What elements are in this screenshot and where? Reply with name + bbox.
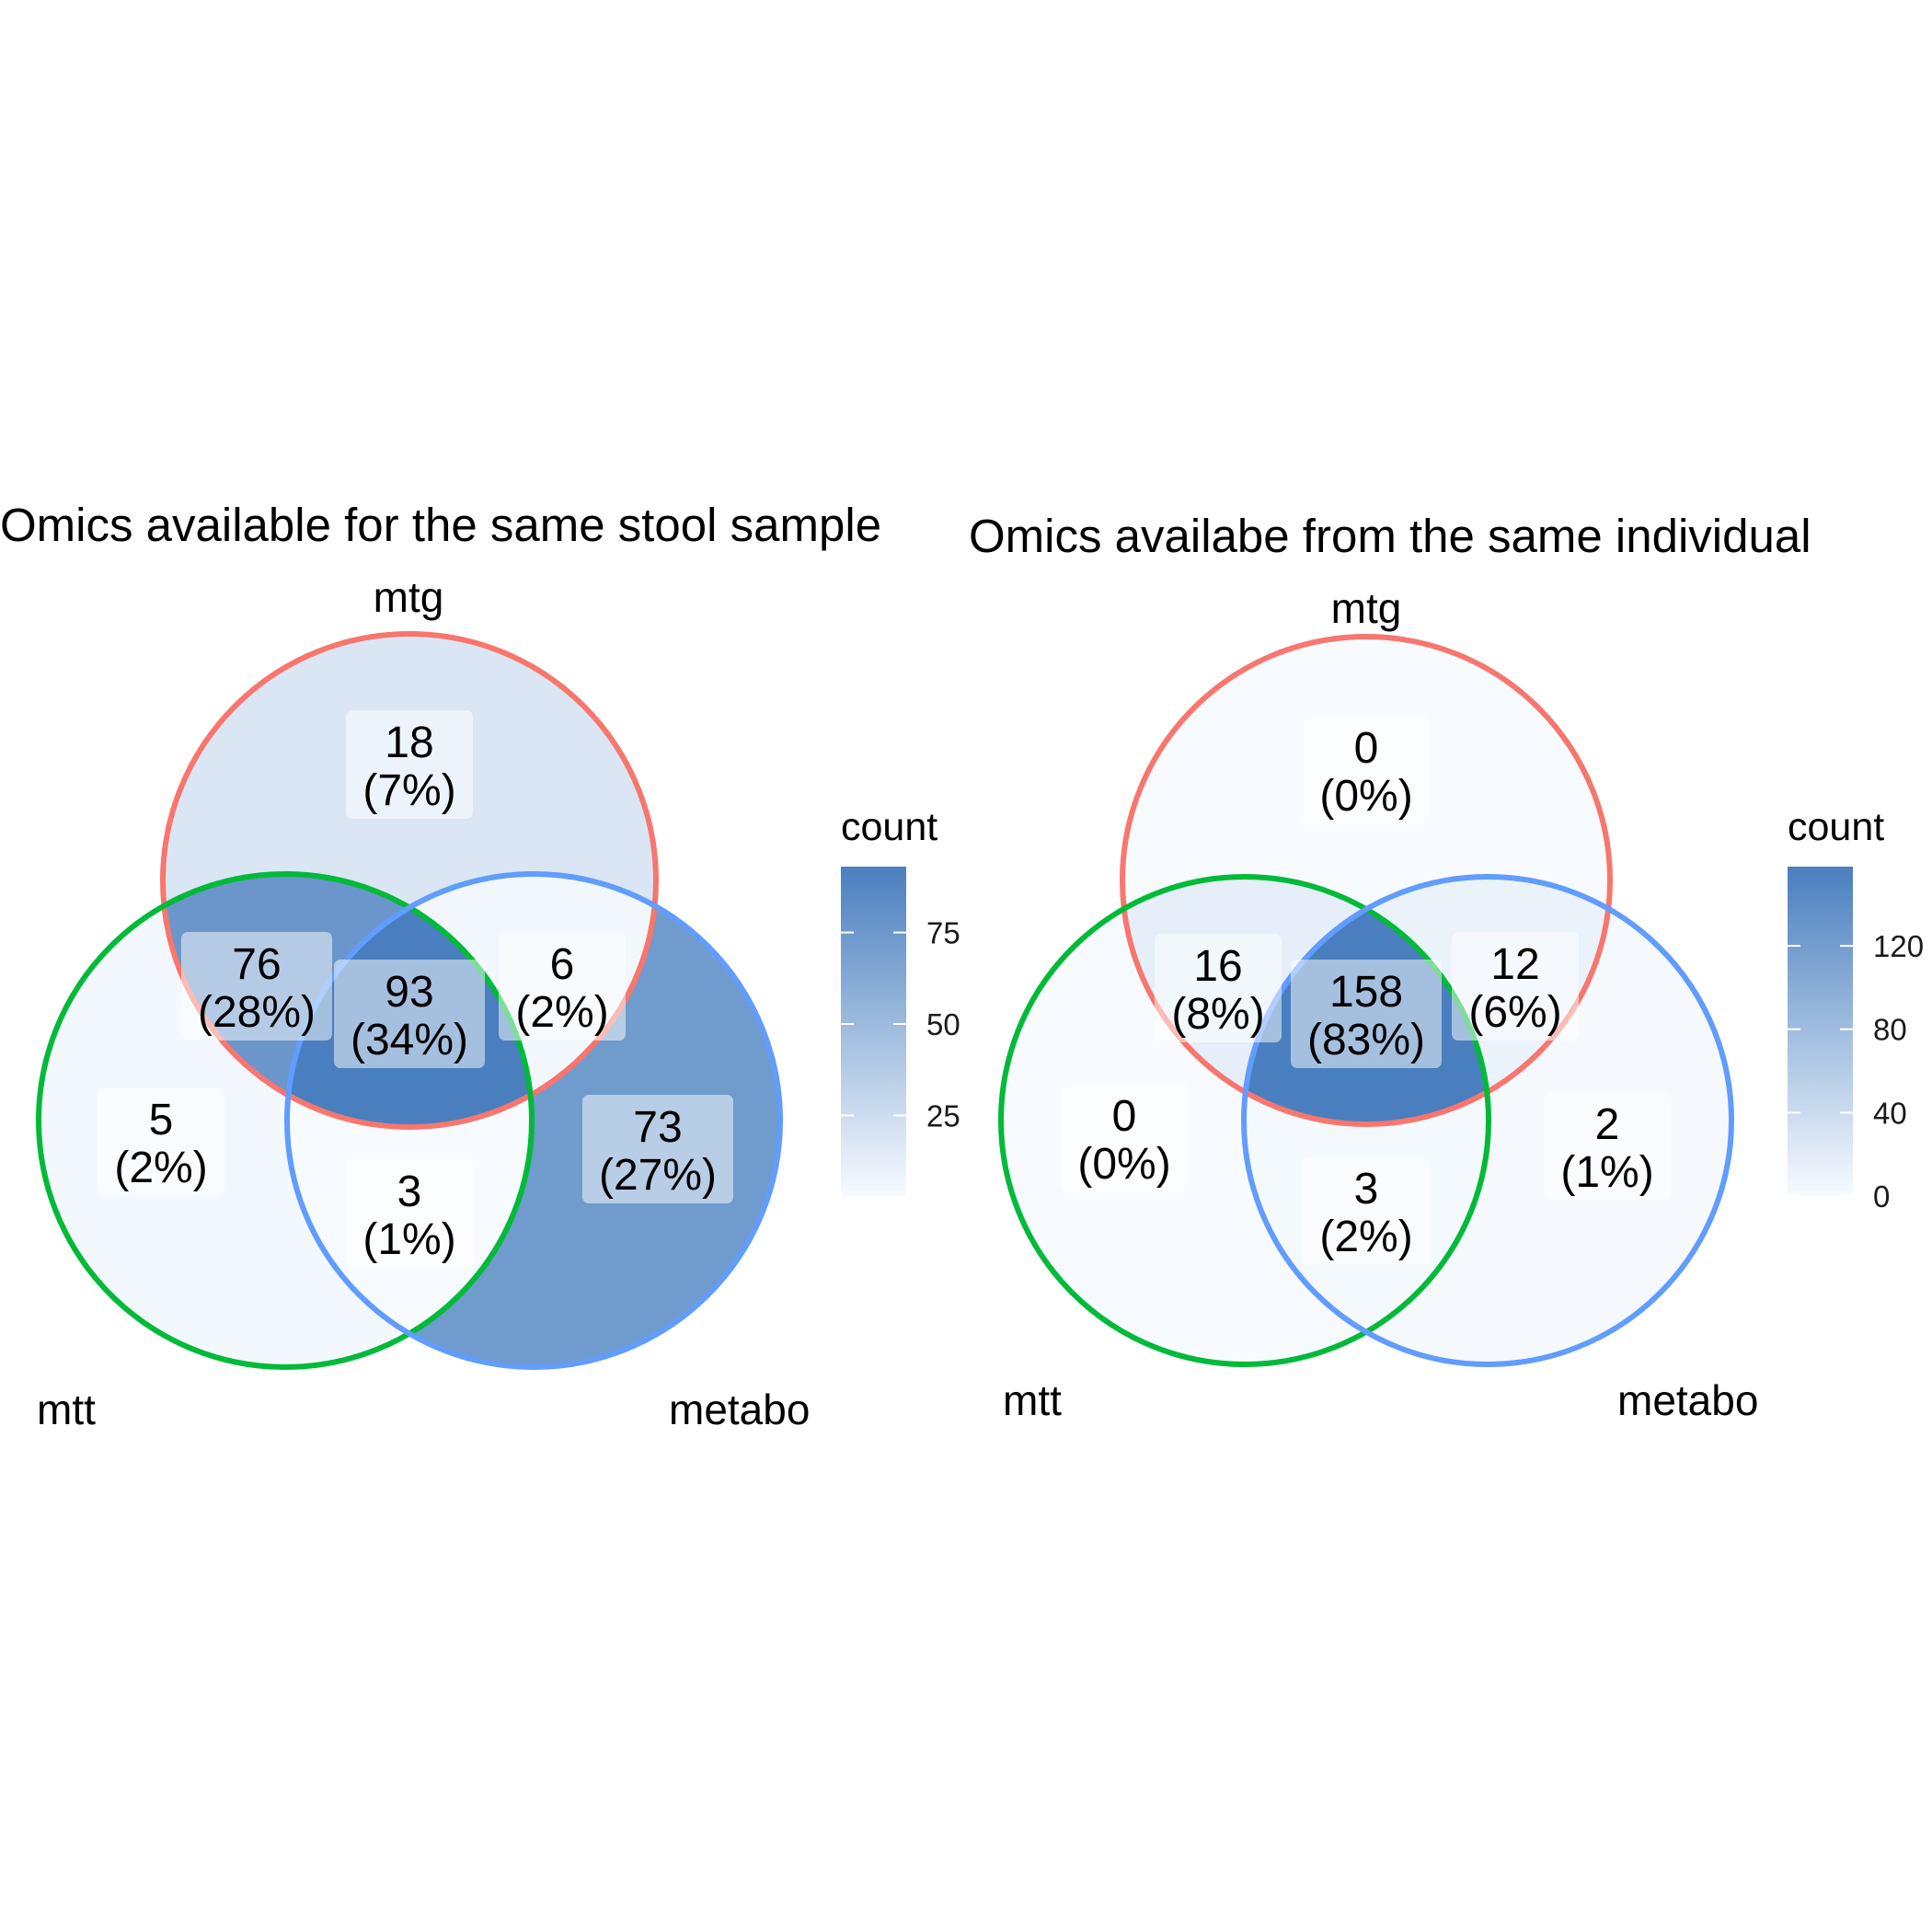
region-label-box <box>1303 1156 1430 1265</box>
region-count: 73 <box>633 1103 682 1152</box>
region-label-mtg-mtt-metabo: 93(34%) <box>334 960 485 1068</box>
region-count: 16 <box>1193 942 1242 991</box>
set-label-mtg: mtg <box>374 573 444 621</box>
set-circle-mtt <box>36 871 535 1370</box>
region-label-box <box>582 1095 733 1203</box>
region-label-metabo: 73(27%) <box>582 1095 733 1203</box>
legend-tick-label: 120 <box>1873 929 1924 963</box>
chart-title: Omics available for the same stool sampl… <box>0 499 881 551</box>
region-percent: (1%) <box>1560 1148 1653 1197</box>
set-label-metabo: metabo <box>1617 1376 1758 1424</box>
region-label-mtg: 0(0%) <box>1303 716 1430 824</box>
region-count: 93 <box>385 968 433 1017</box>
region-label-mtt: 5(2%) <box>98 1087 224 1196</box>
region-label-box <box>98 1087 224 1196</box>
region-percent: (2%) <box>1319 1213 1412 1261</box>
region-count: 158 <box>1329 968 1403 1017</box>
set-label-mtt: mtt <box>1003 1376 1062 1424</box>
legend-ticks: 25 50 75 <box>841 916 960 1133</box>
legend-colorbar <box>841 867 906 1196</box>
set-label-mtg: mtg <box>1331 584 1402 632</box>
chart-title: Omics availabe from the same individual <box>969 510 1811 562</box>
region-percent: (1%) <box>362 1215 455 1264</box>
count-legend: count 25 50 75 <box>841 805 960 1196</box>
region-label-mtt: 0(0%) <box>1061 1084 1188 1192</box>
region-label-box <box>346 1159 473 1268</box>
region-label-mtt-metabo: 3(1%) <box>346 1159 473 1268</box>
legend-tick-label: 75 <box>926 916 960 950</box>
legend-tick-label: 0 <box>1873 1179 1890 1213</box>
legend-colorbar <box>1788 867 1853 1196</box>
region-percent: (8%) <box>1171 990 1264 1039</box>
legend-tick-label: 25 <box>926 1098 960 1133</box>
region-label-box <box>346 710 473 819</box>
region-label-mtt-metabo: 3(2%) <box>1303 1156 1430 1265</box>
region-label-box <box>1452 932 1579 1041</box>
region-labels: 0(0%)16(8%) 158(83%)12(6%)0(0%)3(2%)2(1%) <box>1061 716 1671 1265</box>
region-count: 2 <box>1595 1100 1620 1149</box>
region-label-mtg-metabo: 12(6%) <box>1452 932 1579 1041</box>
legend-ticks: 0 40 80 120 <box>1788 929 1924 1213</box>
set-label-mtt: mtt <box>37 1386 96 1433</box>
region-percent: (0%) <box>1319 772 1412 821</box>
region-percent: (2%) <box>515 988 608 1037</box>
region-percent: (7%) <box>362 766 455 815</box>
region-percent: (6%) <box>1468 988 1561 1037</box>
set-circle-mtg <box>1120 634 1613 1127</box>
region-label-mtg-mtt: 76(28%) <box>181 932 332 1041</box>
count-legend: count 0 40 80 120 <box>1788 805 1924 1213</box>
region-label-mtg-mtt: 16(8%) <box>1155 934 1282 1042</box>
region-label-box <box>334 960 485 1068</box>
legend-tick-label: 40 <box>1873 1096 1907 1130</box>
set-circle-metabo <box>1241 874 1734 1367</box>
region-label-box <box>1155 934 1282 1042</box>
region-count: 3 <box>397 1167 422 1216</box>
region-label-metabo: 2(1%) <box>1544 1092 1671 1201</box>
legend-title: count <box>1788 805 1884 849</box>
region-count: 12 <box>1490 940 1539 989</box>
region-count: 76 <box>232 940 281 989</box>
set-label-metabo: metabo <box>669 1386 810 1433</box>
region-label-box <box>499 932 626 1041</box>
region-label-box <box>1291 960 1442 1068</box>
region-label-box <box>1544 1092 1671 1201</box>
region-count: 6 <box>550 940 575 989</box>
region-label-mtg-metabo: 6(2%) <box>499 932 626 1041</box>
legend-tick-label: 80 <box>1873 1013 1907 1047</box>
region-percent: (28%) <box>198 988 316 1037</box>
region-label-box <box>181 932 332 1041</box>
region-labels: 18(7%)76(28%) 93(34%)6(2%)5(2%) 3(1%)73(27… <box>98 710 733 1268</box>
region-percent: (0%) <box>1077 1140 1170 1189</box>
region-percent: (83%) <box>1307 1016 1425 1064</box>
region-count: 5 <box>149 1096 174 1144</box>
region-label-mtg-mtt-metabo: 158(83%) <box>1291 960 1442 1068</box>
region-percent: (27%) <box>599 1151 717 1200</box>
region-label-box <box>1303 716 1430 824</box>
legend-tick-label: 50 <box>926 1007 960 1041</box>
region-percent: (34%) <box>351 1016 468 1064</box>
region-count: 3 <box>1354 1165 1379 1213</box>
region-count: 0 <box>1354 724 1379 773</box>
region-label-box <box>1061 1084 1188 1192</box>
set-circle-metabo <box>284 871 783 1370</box>
region-count: 0 <box>1112 1092 1137 1141</box>
set-circle-mtt <box>998 874 1491 1367</box>
region-label-mtg: 18(7%) <box>346 710 473 819</box>
set-circle-mtg <box>160 631 659 1130</box>
region-count: 18 <box>385 719 433 767</box>
region-percent: (2%) <box>114 1144 207 1192</box>
legend-title: count <box>841 805 937 849</box>
